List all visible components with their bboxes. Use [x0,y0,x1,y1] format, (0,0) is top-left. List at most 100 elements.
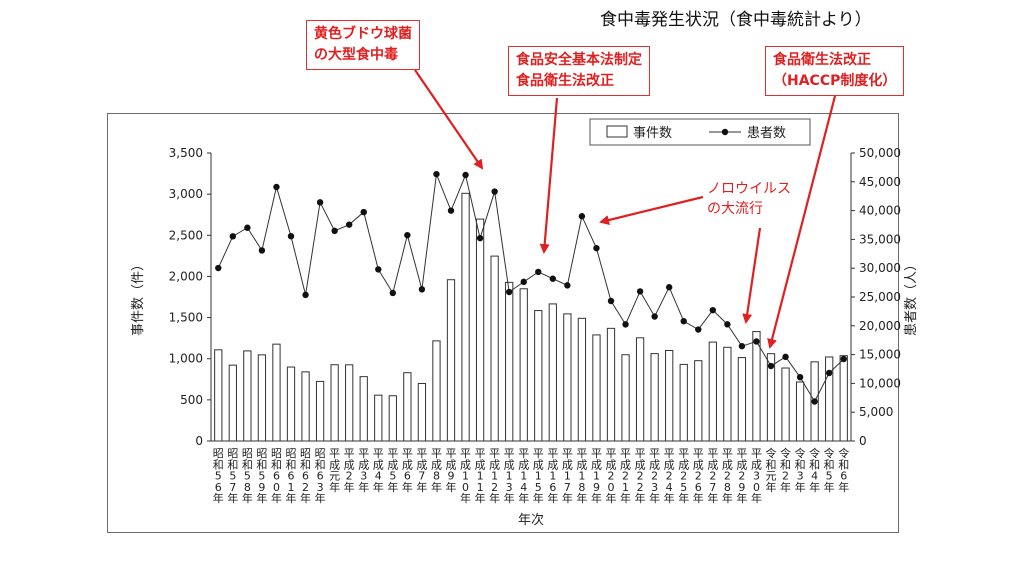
patients-point [520,278,527,286]
bar [723,346,732,442]
x-tick-label: 平成元年 [329,447,340,494]
bar [461,192,470,442]
patients-point [622,321,629,328]
x-tick-label: 平成 2 8 年 [722,447,733,505]
patients-point [331,227,338,235]
y2-tick-label: 50,000 [859,146,901,160]
bar [315,380,325,442]
legend-bar-swatch [606,125,628,138]
x-tick-label: 平成 6 年 [402,447,413,494]
y-tick-label: 1,500 [169,311,203,325]
y-tick-label: 2,000 [169,269,203,283]
x-tick-label: 平成 8 年 [431,447,442,494]
y2-tick-label: 40,000 [859,204,901,218]
bar [737,357,747,442]
y-tick-label: 500 [180,393,203,407]
x-tick-label: 平成 1 5 年 [533,447,544,505]
patients-point [505,288,513,296]
noro-arrow-1 [599,195,704,225]
x-tick-label: 平成 2 2 年 [635,447,646,505]
x-tick-label: 平成 1 2 年 [489,447,500,505]
callout-haccp-line2: （HACCP制度化） [773,73,897,89]
x-axis-title: 年次 [518,512,544,528]
patients-point [447,207,455,214]
patients-point [680,317,687,325]
x-tick-label: 平成 9 年 [446,447,457,494]
bar [446,279,456,442]
bar [795,381,805,442]
patients-point [476,234,484,242]
bar [345,364,354,442]
bar [403,372,412,442]
x-tick-label: 平成 1 1 年 [475,447,486,505]
bar [228,364,237,442]
legend-line-label: 患者数 [747,126,786,141]
x-tick-label: 昭和 5 7 年 [227,447,238,505]
patients-point [404,231,411,239]
callout-haccp-line1: 食品衛生法改正 [773,52,871,68]
y-axis-title: 事件数（件） [131,258,146,336]
patients-point [753,338,760,345]
patients-point [462,171,469,179]
x-tick-label: 昭和 6 3 年 [315,447,326,505]
patients-point [345,221,353,228]
x-tick-label: 平成 2 1 年 [620,447,631,505]
x-tick-label: 平成 2 5 年 [678,447,689,505]
x-tick-label: 平成 1 8 年 [576,447,587,505]
x-tick-label: 平成 1 7 年 [562,447,573,505]
callout-noro: ノロウイルス の大流行 [703,177,795,221]
x-tick-label: 平成 1 4 年 [518,447,529,505]
y2-tick-label: 45,000 [859,175,901,189]
bar [301,371,310,442]
x-tick-label: 令和元年 [766,446,777,494]
bar [592,334,601,442]
bar [286,366,296,442]
bar [825,356,834,442]
x-tick-label: 平成 2 6 年 [693,447,704,505]
staph-arrow [414,69,484,170]
y2-tick-label: 35,000 [859,232,901,246]
patients-point [811,398,818,405]
x-tick-label: 平成 2 3 年 [649,447,660,505]
y2-tick-label: 30,000 [859,261,901,275]
callout-arrows [414,69,837,349]
law-arrow [539,97,559,254]
callout-staph: 黄色ブドウ球菌 の大型食中毒 [306,20,420,70]
bar [374,394,383,442]
x-tick-label: 平成 2 7 年 [707,447,718,505]
legend-bar-label: 事件数 [633,126,672,141]
y2-axis-title: 患者数（人） [904,258,919,336]
y2-tick-label: 0 [859,434,867,448]
callout-staph-line2: の大型食中毒 [314,47,398,63]
bar [388,395,397,442]
haccp-arrow [767,95,837,349]
x-tick-label: 平成 1 6 年 [547,447,558,505]
patients-point [360,208,367,216]
bar [694,360,703,442]
x-tick-label: 平成 3 0 年 [751,447,762,505]
y-tick-label: 0 [195,434,203,448]
patients-point [302,291,309,299]
patients-point [375,266,382,273]
bar [519,288,528,442]
callout-noro-line1: ノロウイルス [707,181,791,197]
bar [505,281,514,442]
x-tick-label: 平成 4 年 [373,447,384,494]
bar [272,343,281,442]
y2-tick-label: 20,000 [859,319,901,333]
y2-tick-label: 15,000 [859,348,901,362]
patients-point [724,321,731,328]
patients-point [796,373,804,381]
patients-point [244,224,251,231]
bar [417,382,427,442]
bar [257,354,267,442]
x-tick-label: 平成 1 0 年 [460,447,471,505]
patients-point [433,170,440,178]
chart-frame [107,113,899,533]
patients-point [273,183,280,191]
bar [679,363,688,442]
bar [243,350,252,442]
bar [330,364,339,442]
x-tick-label: 平成 7 年 [416,447,427,494]
